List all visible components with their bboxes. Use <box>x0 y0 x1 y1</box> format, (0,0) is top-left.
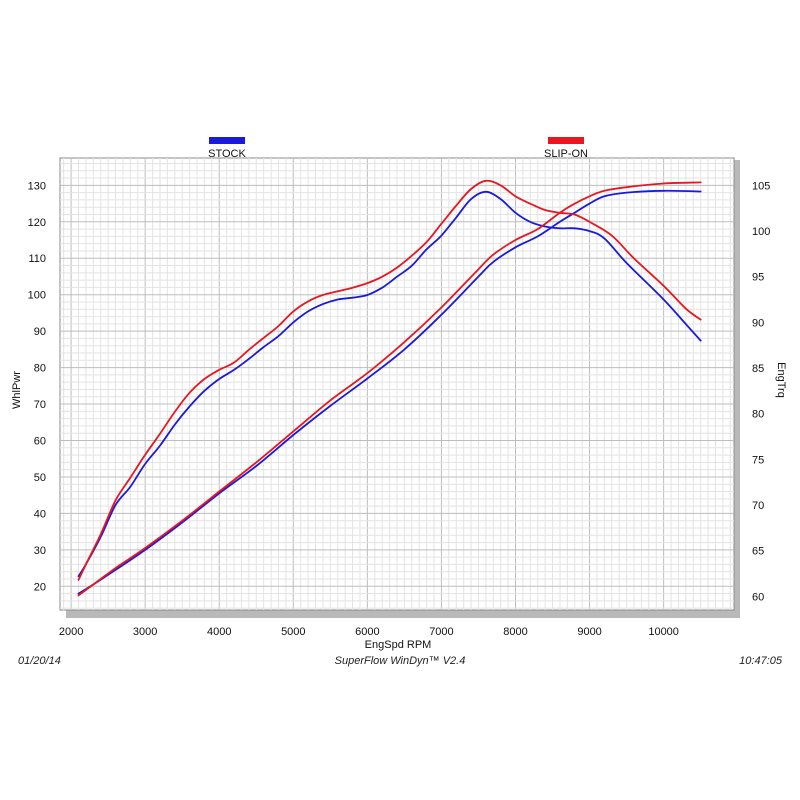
grid-lines <box>60 158 734 610</box>
y-left-tick-label: 130 <box>28 180 46 192</box>
x-tick-label: 4000 <box>207 626 231 638</box>
x-axis-title: EngSpd RPM <box>365 639 432 651</box>
y-right-tick-label: 95 <box>752 272 764 284</box>
legend-swatch-slip-on <box>548 137 584 144</box>
y-left-tick-label: 120 <box>28 217 46 229</box>
y-left-tick-label: 110 <box>28 253 46 265</box>
series-line-stock-whlpwr <box>77 189 702 595</box>
series-line-slip-on-engtrq <box>77 179 702 581</box>
footer-time: 10:47:05 <box>739 655 782 667</box>
y-left-tick-label: 90 <box>34 326 46 338</box>
y-left-axis-title: WhlPwr <box>11 371 23 409</box>
y-right-axis-title: EngTrq <box>775 362 787 398</box>
y-right-tick-label: 105 <box>752 180 770 192</box>
y-right-tick-labels: 60 65 70 75 80 85 90 95 100 105 <box>752 180 770 603</box>
y-left-tick-label: 40 <box>34 508 46 520</box>
y-left-tick-label: 20 <box>34 581 46 593</box>
series-lines <box>77 179 702 597</box>
x-tick-label: 7000 <box>429 626 453 638</box>
y-right-tick-label: 75 <box>752 454 764 466</box>
y-right-tick-label: 100 <box>752 226 770 238</box>
y-left-tick-label: 80 <box>34 363 46 375</box>
x-tick-label: 2000 <box>59 626 83 638</box>
series-line-stock-engtrq <box>77 190 702 578</box>
x-tick-label: 10000 <box>648 626 679 638</box>
y-left-tick-labels: 20 30 40 50 60 70 80 90 100 110 120 130 <box>28 180 46 593</box>
y-left-tick-label: 30 <box>34 545 46 557</box>
y-right-tick-label: 80 <box>752 409 764 421</box>
y-right-tick-label: 60 <box>752 591 764 603</box>
x-tick-labels: 2000 3000 4000 5000 6000 7000 8000 9000 10000 <box>59 626 679 638</box>
legend-swatch-stock <box>209 137 245 144</box>
legend-label-stock: STOCK <box>208 148 246 160</box>
x-tick-label: 3000 <box>133 626 157 638</box>
x-tick-label: 9000 <box>577 626 601 638</box>
chart-shadow-right <box>734 160 740 618</box>
y-right-tick-label: 90 <box>752 317 764 329</box>
y-left-tick-label: 60 <box>34 436 46 448</box>
x-tick-label: 6000 <box>355 626 379 638</box>
x-tick-label: 8000 <box>503 626 527 638</box>
series-line-slip-on-whlpwr <box>77 181 702 597</box>
y-left-tick-label: 50 <box>34 472 46 484</box>
y-left-tick-label: 100 <box>28 290 46 302</box>
legend-label-slip-on: SLIP-ON <box>544 148 588 160</box>
y-right-tick-label: 65 <box>752 546 764 558</box>
y-right-tick-label: 85 <box>752 363 764 375</box>
x-tick-label: 5000 <box>281 626 305 638</box>
footer-date: 01/20/14 <box>18 655 61 667</box>
y-left-tick-label: 70 <box>34 399 46 411</box>
chart-shadow-bottom <box>66 610 740 618</box>
footer-software-version: SuperFlow WinDyn™ V2.4 <box>334 655 466 667</box>
y-right-tick-label: 70 <box>752 500 764 512</box>
